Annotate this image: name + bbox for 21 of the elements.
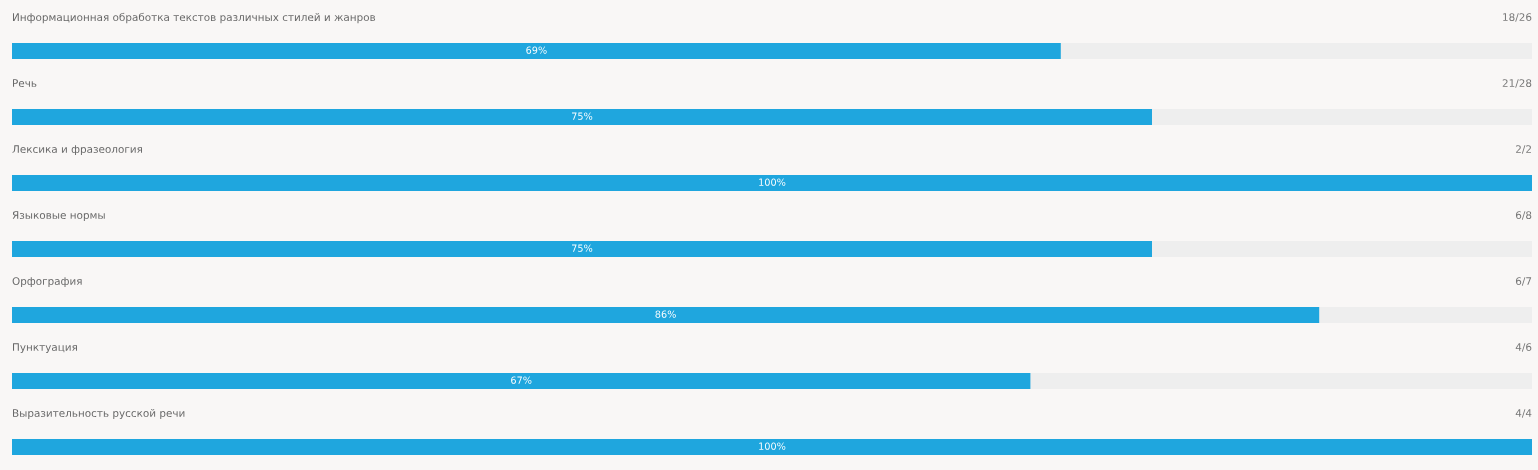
annotation: 4/6 [1515, 343, 1532, 352]
y-tick-label: Лексика и фразеология [12, 145, 142, 156]
data-label: 69% [526, 46, 547, 54]
annotation: 2/2 [1516, 145, 1531, 154]
y-tick-label: Информационная обработка текстов различных стилей и жанров [13, 12, 376, 24]
data-label: 75% [571, 112, 593, 120]
data-label: 100% [759, 442, 786, 450]
y-tick-label: Языковые нормы [12, 211, 105, 222]
y-tick-label: Орфография [12, 277, 82, 288]
y-tick-label: Пунктуация [13, 343, 77, 354]
data-label: 67% [511, 376, 532, 384]
annotation: 21/28 [1502, 79, 1532, 88]
y-tick-label: Речь [13, 79, 37, 88]
annotation: 18/26 [1503, 13, 1532, 22]
data-label: 86% [655, 310, 676, 318]
annotation: 6/8 [1515, 211, 1532, 220]
annotation: 6/7 [1515, 277, 1532, 286]
annotation: 4/4 [1515, 409, 1532, 418]
data-label: 100% [759, 178, 786, 186]
y-tick-label: Выразительность русской речи [13, 409, 185, 420]
data-label: 75% [571, 244, 593, 252]
